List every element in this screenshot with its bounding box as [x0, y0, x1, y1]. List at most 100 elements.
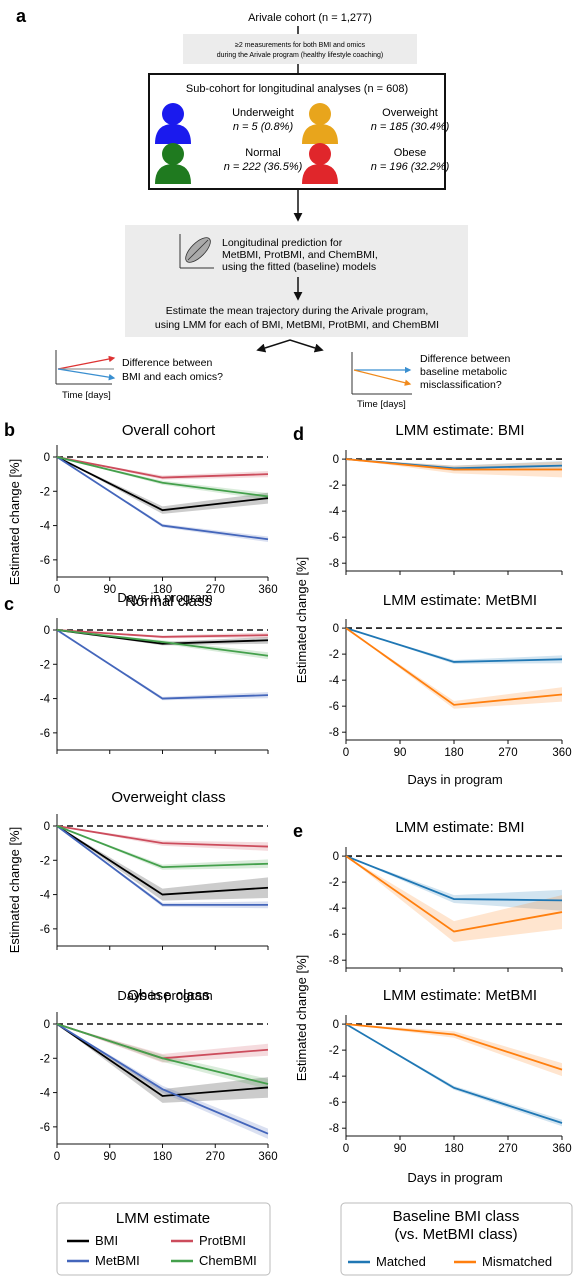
legend-item-mismatched: Mismatched	[454, 1254, 552, 1269]
y-tick-label: 0	[333, 454, 339, 466]
chart-title: Obese class	[127, 987, 210, 1004]
series-line-matched	[345, 627, 563, 663]
chart-title: LMM estimate: BMI	[395, 422, 524, 439]
y-tick-label: -4	[40, 521, 51, 533]
x-tick-label: 180	[444, 747, 463, 759]
legend-label: BMI	[95, 1233, 118, 1248]
person-icon	[302, 103, 338, 144]
legend-item-chembmi: ChemBMI	[171, 1253, 257, 1268]
series-line-chembmi	[56, 825, 269, 869]
x-tick-label: 270	[498, 747, 517, 759]
right-question-2: baseline metabolic	[420, 366, 507, 378]
ci-band-bmi	[57, 826, 268, 901]
x-tick-label: 0	[54, 584, 60, 596]
y-tick-label: -4	[40, 1088, 51, 1100]
chart-title: Normal class	[125, 593, 212, 610]
x-tick-label: 180	[444, 1143, 463, 1155]
x-tick-label: 90	[103, 584, 116, 596]
class-name: Normal	[245, 147, 280, 159]
subcohort-box	[148, 73, 446, 190]
class-count: n = 222 (36.5%)	[224, 161, 303, 173]
ci-band-chembmi	[57, 826, 268, 870]
prediction-line-3: using the fitted (baseline) models	[222, 261, 376, 273]
chart-title: LMM estimate: MetBMI	[383, 592, 537, 609]
x-tick-label: 0	[343, 747, 349, 759]
class-count: n = 5 (0.8%)	[233, 121, 294, 133]
class-name: Underweight	[232, 107, 294, 119]
class-count: n = 185 (30.4%)	[371, 121, 450, 133]
class-name: Obese	[394, 147, 426, 159]
y-tick-label: -4	[329, 1071, 340, 1083]
x-tick-label: 360	[552, 747, 571, 759]
series-line-bmi	[56, 456, 269, 512]
arrow-right	[313, 343, 324, 353]
series-line-chembmi	[56, 1023, 269, 1085]
ci-band-matched	[346, 459, 562, 471]
legend-baseline: Baseline BMI class (vs. MetBMI class) Ma…	[340, 1202, 573, 1276]
arrow-left	[256, 343, 267, 353]
estimate-line-2: using LMM for each of BMI, MetBMI, ProtB…	[155, 319, 439, 331]
panel-letter-d: d	[293, 424, 304, 444]
panel-letter-b: b	[4, 420, 15, 440]
y-tick-label: -2	[40, 659, 50, 671]
panel-letter-c: c	[4, 594, 14, 614]
x-tick-label: 0	[54, 1151, 60, 1163]
y-tick-label: -2	[40, 1053, 50, 1065]
series-line-metbmi	[56, 1023, 269, 1135]
series-line-metbmi	[56, 456, 269, 541]
legend-item-protbmi: ProtBMI	[171, 1233, 246, 1248]
x-tick-label: 270	[206, 1151, 225, 1163]
panel-letter-e: e	[293, 821, 303, 841]
x-tick-label: 90	[394, 747, 407, 759]
y-tick-label: -2	[40, 855, 50, 867]
ylabel-e: Estimated change [%]	[294, 955, 309, 1081]
chart-c1: Normal class 0 -2 -4 -6	[40, 593, 269, 754]
x-tick-label: 90	[103, 1151, 116, 1163]
x-tick-label: 360	[552, 1143, 571, 1155]
series-line-matched	[345, 1023, 563, 1124]
y-tick-label: -4	[40, 694, 51, 706]
chart-d2: LMM estimate: MetBMI 0 -2 -4 -6 -8 0 90 180 270 36…	[329, 592, 572, 759]
series-line-mismatched	[345, 627, 563, 706]
legend-item-metbmi: MetBMI	[67, 1253, 140, 1268]
right-question-3: misclassification?	[420, 379, 502, 391]
prediction-line-1: Longitudinal prediction for	[222, 237, 343, 249]
left-question-2: BMI and each omics?	[122, 371, 223, 383]
xlabel-e: Days in program	[407, 1170, 502, 1185]
left-mini-plot	[55, 350, 116, 385]
series-line-mismatched	[345, 1023, 563, 1071]
y-tick-label: -4	[329, 903, 340, 915]
criterion-line-1: ≥2 measurements for both BMI and omics	[235, 42, 365, 49]
y-tick-label: 0	[44, 625, 50, 637]
xlabel-b: Days in program	[117, 590, 212, 605]
left-time-label: Time [days]	[62, 390, 111, 401]
x-tick-label: 90	[394, 1143, 407, 1155]
chart-e2: LMM estimate: MetBMI 0 -2 -4 -6 -8 0 90 180 270 36…	[329, 987, 572, 1155]
ci-band-protbmi	[57, 1024, 268, 1063]
ci-band-bmi	[57, 457, 268, 514]
legend-item-matched: Matched	[348, 1254, 426, 1269]
y-tick-label: -4	[329, 675, 340, 687]
class-overweight: Overweight n = 185 (30.4%)	[302, 103, 450, 144]
ylabel-b: Estimated change [%]	[7, 459, 22, 585]
chart-title: Overall cohort	[122, 422, 216, 439]
y-tick-label: -6	[40, 924, 50, 936]
x-tick-label: 360	[258, 584, 277, 596]
y-tick-label: 0	[44, 1019, 50, 1031]
scatter-icon	[179, 234, 214, 269]
series-line-protbmi	[56, 456, 269, 479]
y-tick-label: 0	[333, 623, 339, 635]
xlabel-c: Days in program	[117, 988, 212, 1003]
x-tick-label: 360	[258, 1151, 277, 1163]
y-tick-label: -2	[329, 1045, 339, 1057]
y-tick-label: 0	[44, 821, 50, 833]
y-tick-label: -6	[329, 1097, 339, 1109]
chart-c2: Overweight class 0 -2 -4 -6	[40, 789, 269, 950]
ci-band-mismatched	[346, 628, 562, 709]
y-tick-label: -4	[329, 506, 340, 518]
y-tick-label: 0	[333, 851, 339, 863]
chart-title: Overweight class	[111, 789, 225, 806]
subcohort-title: Sub-cohort for longitudinal analyses (n …	[186, 83, 408, 95]
x-tick-label: 180	[153, 1151, 172, 1163]
